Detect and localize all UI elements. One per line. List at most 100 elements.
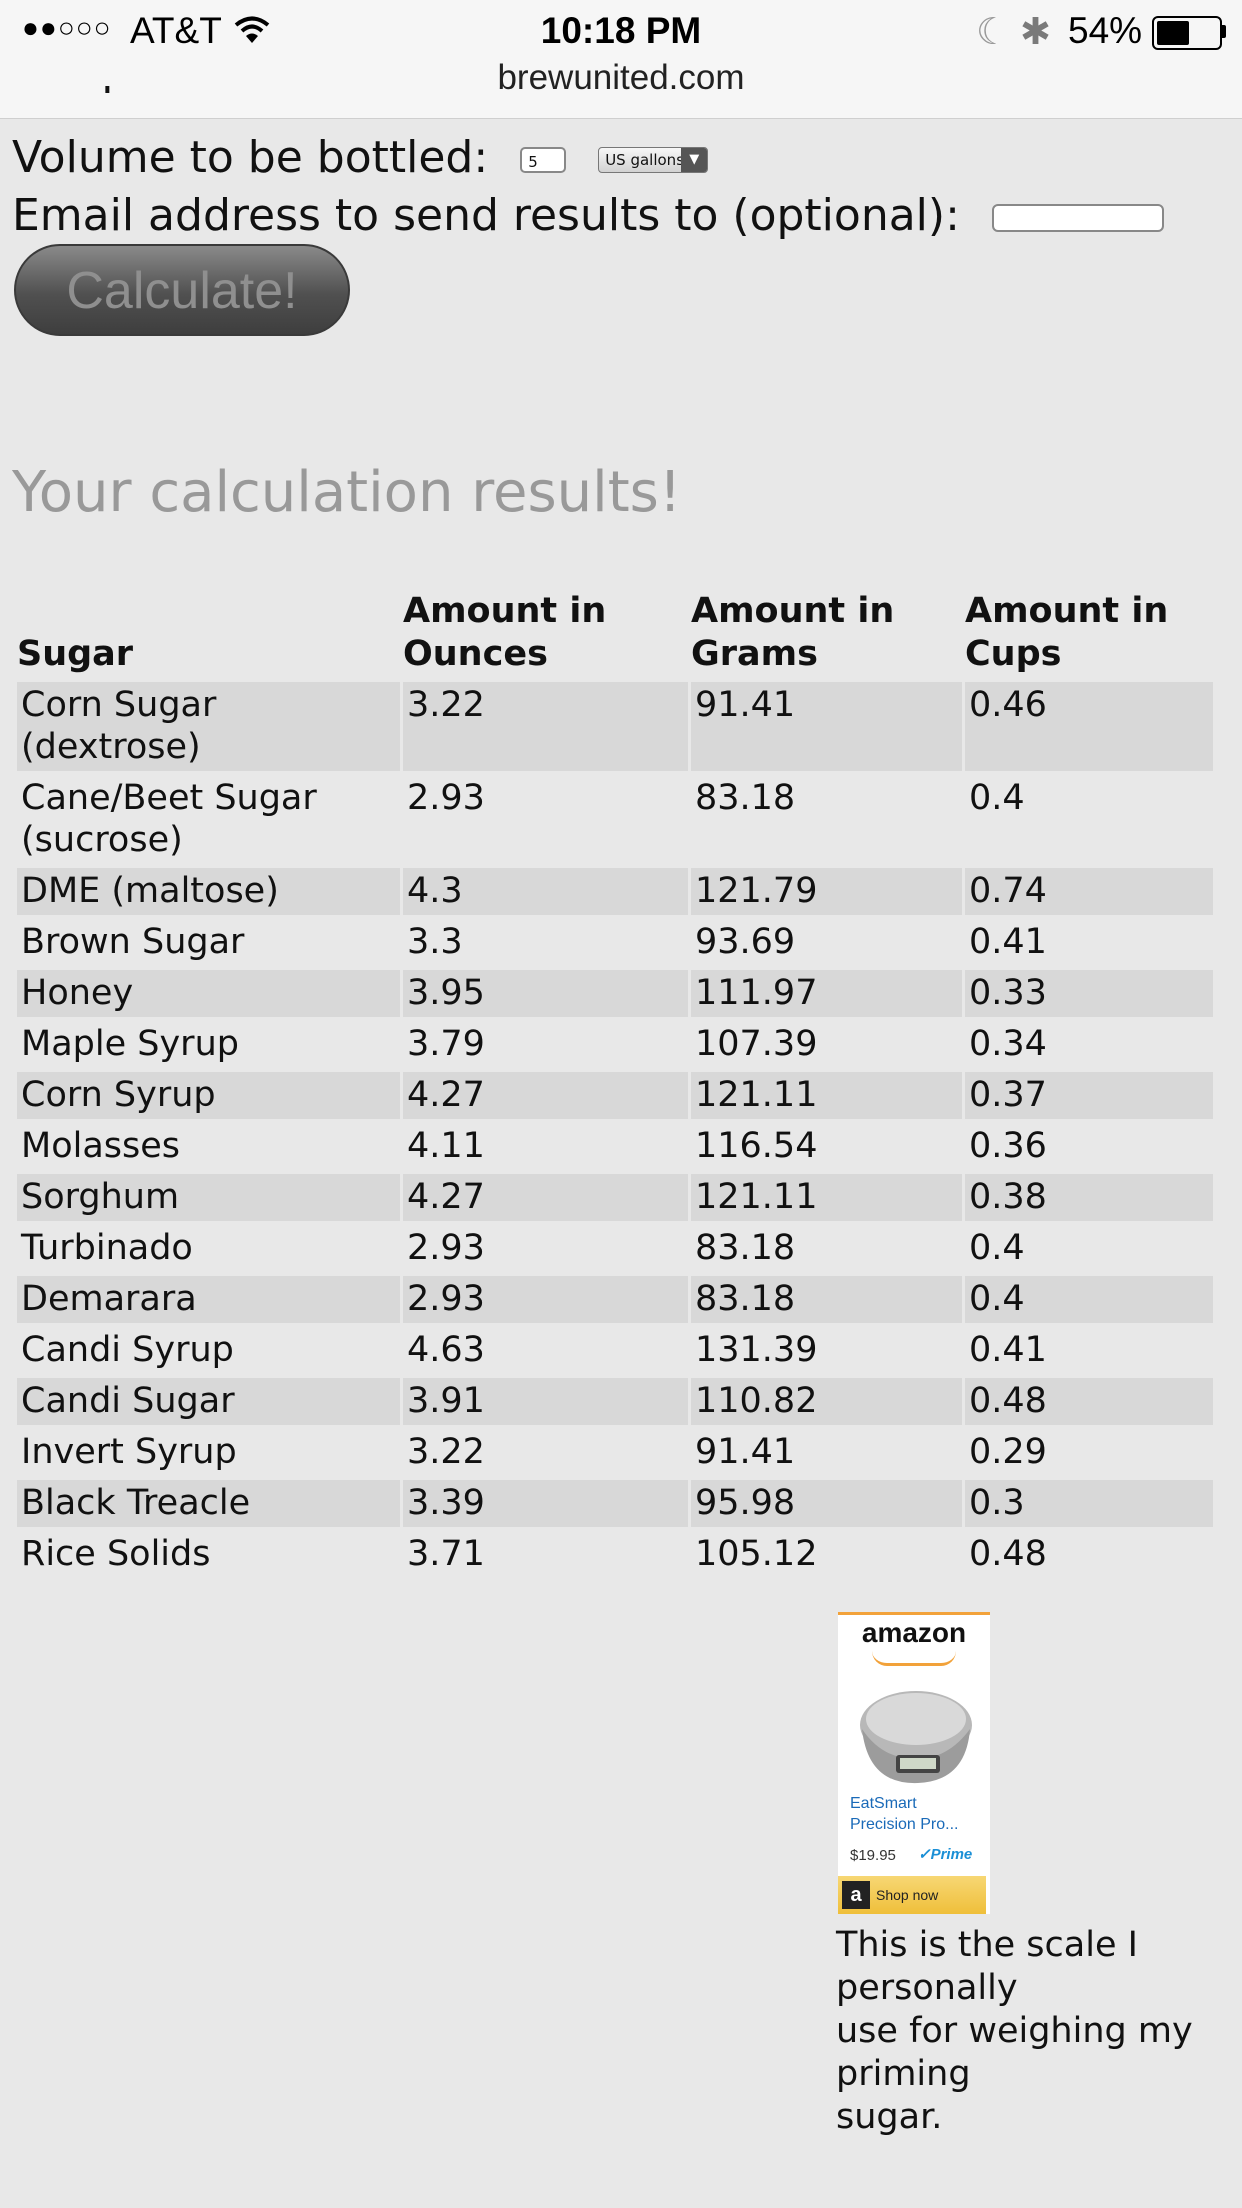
kitchen-scale-image <box>860 1691 972 1784</box>
table-row: Cane/Beet Sugar (sucrose) 2.93 83.18 0.4 <box>17 775 1213 864</box>
battery-tip <box>1222 25 1226 38</box>
table-row: Black Treacle 3.39 95.98 0.3 <box>17 1480 1213 1527</box>
address-bar-url[interactable]: brewunited.com <box>497 58 745 97</box>
ounces-cell: 3.71 <box>407 1534 485 1574</box>
volume-input[interactable]: 5 <box>520 147 567 173</box>
table-row: Demarara 2.93 83.18 0.4 <box>17 1276 1213 1323</box>
battery-percentage: 54% <box>1068 10 1143 51</box>
cups-cell: 0.41 <box>969 922 1047 962</box>
header-ounces: Amount in Ounces <box>403 591 607 674</box>
cups-cell: 0.48 <box>969 1534 1047 1574</box>
amazon-logo: amazon <box>861 1617 967 1648</box>
table-row: Maple Syrup 3.79 107.39 0.34 <box>17 1021 1213 1068</box>
results-table: Sugar Amount in Ounces Amount in Grams A… <box>14 586 1216 1582</box>
ounces-cell: 4.27 <box>403 1072 688 1119</box>
table-header-row: Sugar Amount in Ounces Amount in Grams A… <box>17 590 1213 678</box>
cups-cell: 0.4 <box>969 1228 1025 1268</box>
ounces-cell: 2.93 <box>407 778 485 818</box>
ounces-cell: 4.11 <box>407 1126 485 1166</box>
ounces-cell: 3.79 <box>407 1024 485 1064</box>
battery-icon <box>1152 16 1222 50</box>
sugar-name-cell: Honey <box>17 970 400 1017</box>
grams-cell: 95.98 <box>691 1480 962 1527</box>
ounces-cell: 3.3 <box>407 922 463 962</box>
grams-cell: 105.12 <box>695 1534 818 1574</box>
temperature-label: Temperature of the beer: <box>12 86 562 95</box>
calculate-button[interactable]: Calculate! <box>14 244 350 336</box>
amazon-ad[interactable]: amazon EatSmart Precision Pro... $19.95 … <box>838 1612 990 1914</box>
table-row: Candi Sugar 3.91 110.82 0.48 <box>17 1378 1213 1425</box>
sugar-name-cell: Corn Syrup <box>17 1072 400 1119</box>
sugar-name-cell: Black Treacle <box>17 1480 400 1527</box>
cups-cell: 0.3 <box>965 1480 1213 1527</box>
email-label: Email address to send results to (option… <box>12 190 960 241</box>
email-row: Email address to send results to (option… <box>12 190 1164 241</box>
caption-line: This is the scale I <box>836 1925 1138 1965</box>
dropdown-arrow-icon: ▼ <box>681 148 708 172</box>
sugar-name-cell: Candi Sugar <box>17 1378 400 1425</box>
prime-badge: ✓Prime <box>918 1846 973 1863</box>
volume-label: Volume to be bottled: <box>12 132 489 183</box>
ounces-cell: 3.91 <box>403 1378 688 1425</box>
ounces-cell: 4.27 <box>403 1174 688 1221</box>
ounces-cell: 3.39 <box>403 1480 688 1527</box>
grams-cell: 111.97 <box>691 970 962 1017</box>
volume-unit-select[interactable]: US gallons ▼ <box>598 147 709 173</box>
caption-line: use for weighing my <box>836 2011 1193 2051</box>
cups-cell: 0.36 <box>969 1126 1047 1166</box>
moon-icon: ☾ <box>976 11 1010 52</box>
header-cups: Amount in Cups <box>965 591 1169 674</box>
table-row: Corn Syrup 4.27 121.11 0.37 <box>17 1072 1213 1119</box>
sugar-name-cell: Molasses <box>21 1126 181 1166</box>
shop-now-button[interactable]: a Shop now <box>838 1876 986 1914</box>
sugar-name-cell: Rice Solids <box>21 1534 211 1574</box>
ounces-cell: 3.95 <box>403 970 688 1017</box>
caption-line: sugar. <box>836 2097 943 2137</box>
clock: 10:18 PM <box>540 10 702 51</box>
grams-cell: 121.79 <box>691 868 962 915</box>
grams-cell: 91.41 <box>691 682 962 771</box>
ad-product-title[interactable]: EatSmart Precision Pro... <box>850 1795 959 1833</box>
ad-price: $19.95 <box>850 1847 896 1864</box>
sugar-name-cell: Maple Syrup <box>21 1024 239 1064</box>
ounces-cell: 4.63 <box>407 1330 485 1370</box>
grams-cell: 121.11 <box>691 1072 962 1119</box>
grams-cell: 91.41 <box>695 1432 796 1472</box>
table-row: Turbinado 2.93 83.18 0.4 <box>17 1225 1213 1272</box>
cups-cell: 0.34 <box>969 1024 1047 1064</box>
shop-now-label: Shop now <box>876 1887 939 1903</box>
cups-cell: 0.33 <box>965 970 1213 1017</box>
cups-cell: 0.46 <box>965 682 1213 771</box>
ounces-cell: 3.22 <box>407 1432 485 1472</box>
cups-cell: 0.4 <box>969 778 1025 818</box>
bluetooth-icon: ✱ <box>1020 11 1052 52</box>
grams-cell: 93.69 <box>695 922 796 962</box>
sugar-name-cell: DME (maltose) <box>17 868 400 915</box>
table-row: Honey 3.95 111.97 0.33 <box>17 970 1213 1017</box>
table-row: Candi Syrup 4.63 131.39 0.41 <box>17 1327 1213 1374</box>
grams-cell: 83.18 <box>695 1228 796 1268</box>
carrier-name: AT&T <box>130 10 222 51</box>
amazon-a-icon: a <box>842 1881 870 1909</box>
grams-cell: 83.18 <box>695 778 796 818</box>
scale-caption: This is the scale I personally use for w… <box>836 1924 1216 2139</box>
sugar-name-cell: Sorghum <box>17 1174 400 1221</box>
header-sugar: Sugar <box>17 634 134 674</box>
cups-cell: 0.74 <box>965 868 1213 915</box>
ounces-cell: 2.93 <box>407 1228 485 1268</box>
email-field[interactable] <box>991 204 1164 232</box>
table-row: Rice Solids 3.71 105.12 0.48 <box>17 1531 1213 1578</box>
table-row: Brown Sugar 3.3 93.69 0.41 <box>17 919 1213 966</box>
table-row: Molasses 4.11 116.54 0.36 <box>17 1123 1213 1170</box>
amazon-smile-icon <box>872 1651 956 1666</box>
grams-cell: 107.39 <box>695 1024 818 1064</box>
cups-cell: 0.48 <box>965 1378 1213 1425</box>
sugar-name-cell: Invert Syrup <box>21 1432 237 1472</box>
table-row: Corn Sugar (dextrose) 3.22 91.41 0.46 <box>17 682 1213 771</box>
table-row: DME (maltose) 4.3 121.79 0.74 <box>17 868 1213 915</box>
wifi-icon <box>234 16 270 43</box>
grams-cell: 110.82 <box>691 1378 962 1425</box>
results-body: Corn Sugar (dextrose) 3.22 91.41 0.46 Cane/B… <box>17 682 1213 1578</box>
sugar-name-cell: Brown Sugar <box>21 922 245 962</box>
ounces-cell: 2.93 <box>403 1276 688 1323</box>
